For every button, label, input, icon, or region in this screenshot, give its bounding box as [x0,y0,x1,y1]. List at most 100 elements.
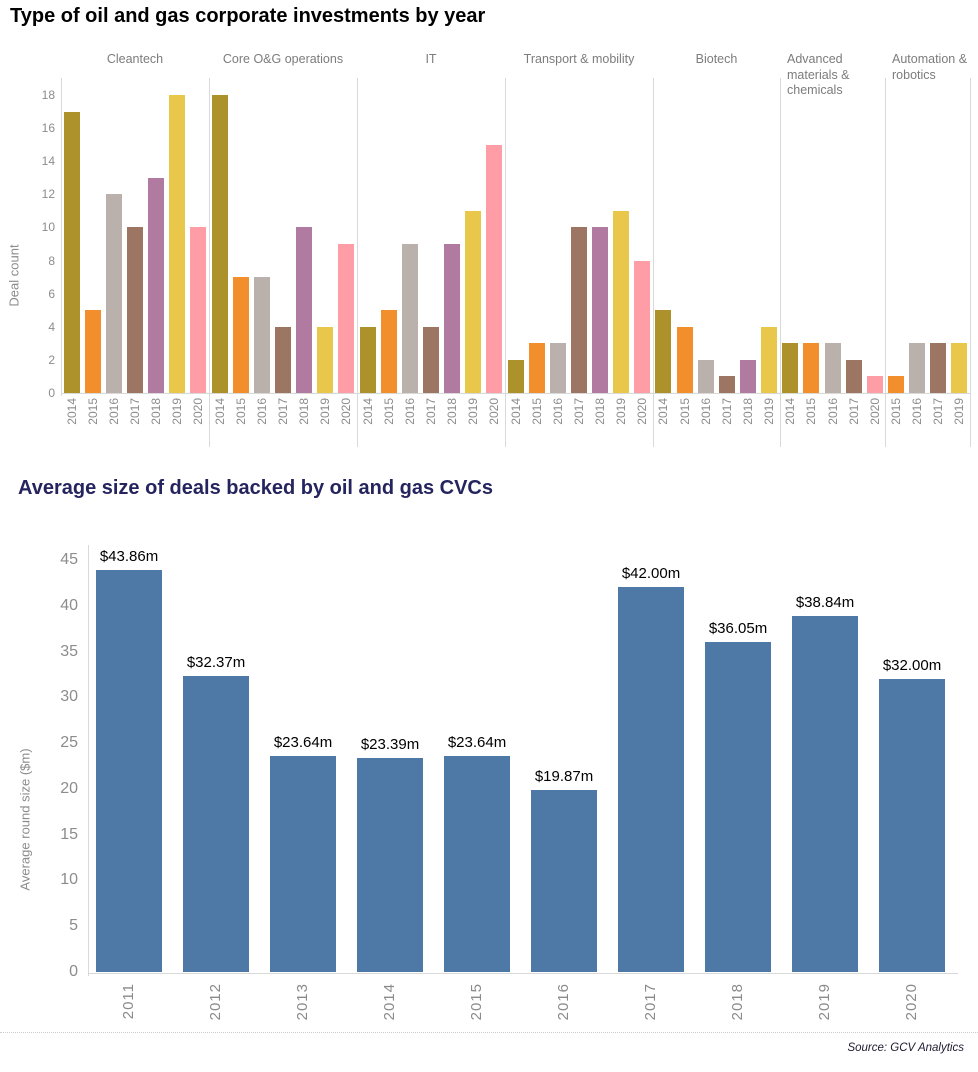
group-header: IT [425,52,437,66]
deal-count-bar [296,227,312,393]
avg-size-bar [444,756,510,972]
x-tick-label: 2019 [614,398,628,425]
avg-size-bar [879,679,945,972]
x-tick-label: 2016 [403,398,417,425]
chart2-title: Average size of deals backed by oil and … [18,477,493,499]
x-tick-label: 2016 [255,398,269,425]
chart1-plot: 18 16 14 12 10 8 6 4 2 0 Cleantech 2014 2015 2016 2017… [0,0,978,460]
y-tick-label: 10 [41,220,55,235]
y-tick-label: 5 [69,917,78,935]
x-tick-label: 2018 [593,398,607,425]
deal-count-bar [655,310,671,393]
y-tick-label: 8 [48,253,55,268]
x-tick-label: 2019 [466,398,480,425]
deal-count-bar [930,343,946,393]
deal-count-bar [782,343,798,393]
deal-count-bar [888,376,904,393]
x-tick-label: 2017 [276,398,290,425]
y-tick-label: 10 [60,871,78,889]
y-axis-line [61,78,62,396]
y-tick-label: 2 [48,352,55,367]
x-tick-label: 2015 [889,398,903,425]
avg-size-bar [357,758,423,972]
deal-count-bar [254,277,270,393]
x-tick-label: 2015 [678,398,692,425]
deal-count-bar [212,95,228,393]
deal-count-bar [127,227,143,393]
y-tick-label: 40 [60,596,78,614]
deal-count-bar [169,95,185,393]
deal-count-bar [825,343,841,393]
x-tick-label: 2018 [741,398,755,425]
deal-count-bar [486,145,502,393]
x-tick-label: 2020 [635,398,649,425]
y-tick-label: 0 [48,386,55,400]
x-tick-label: 2019 [952,398,966,425]
x-tick-label: 2017 [572,398,586,425]
deal-count-bar [64,112,80,393]
group-separator [653,78,654,447]
avg-size-bar [96,570,162,972]
deal-count-bar [698,360,714,393]
avg-size-bar [183,676,249,972]
deal-count-bar [360,327,376,393]
deal-count-bar [233,277,249,393]
y-tick-label: 14 [41,154,55,169]
bar-value-label: $42.00m [621,565,681,582]
deal-count-bar [740,360,756,393]
avg-size-bar [705,642,771,972]
y-tick-label: 30 [60,688,78,706]
y-axis-line [88,545,89,976]
x-tick-label: 2014 [213,398,227,425]
x-tick-label: 2015 [804,398,818,425]
x-tick-label: 2017 [847,398,861,425]
group-separator [209,78,210,447]
plot-right-border [970,78,971,447]
y-tick-label: 16 [41,121,55,136]
x-tick-label: 2015 [382,398,396,425]
deal-count-bar [613,211,629,393]
page-divider-line [0,1032,978,1033]
y-tick-label: 25 [60,734,78,752]
deal-count-bar [190,227,206,393]
x-tick-label: 2020 [191,398,205,425]
x-tick-label: 2017 [424,398,438,425]
bar-value-label: $38.84m [795,594,855,611]
x-tick-label: 2018 [297,398,311,425]
x-tick-label: 2014 [65,398,79,425]
deal-count-bar [444,244,460,393]
y-tick-label: 20 [60,779,78,797]
deal-count-bar [338,244,354,393]
deal-count-bar [719,376,735,393]
x-tick-label: 2016 [826,398,840,425]
avg-size-bar [531,790,597,972]
x-tick-label: 2015 [86,398,100,425]
deal-count-bar [592,227,608,393]
bar-value-label: $32.00m [882,657,942,674]
group-header: Advanced materials & chemicals [787,52,850,98]
bar-value-label: $19.87m [534,768,594,785]
x-tick-label: 2015 [530,398,544,425]
chart1-title: Type of oil and gas corporate investment… [10,5,486,27]
x-tick-label: 2018 [149,398,163,425]
x-tick-label: 2017 [720,398,734,425]
x-tick-label: 2017 [128,398,142,425]
y-tick-label: 45 [60,551,78,568]
deal-count-bar [85,310,101,393]
deal-count-bar [677,327,693,393]
avg-size-bar [792,616,858,972]
x-tick-label: 2014 [361,398,375,425]
deal-count-bar [550,343,566,393]
group-header: Cleantech [106,52,164,66]
x-tick-label: 2014 [509,398,523,425]
deal-count-bar [106,194,122,393]
x-tick-label: 2020 [868,398,882,425]
group-separator [505,78,506,447]
deal-count-bar [867,376,883,393]
x-tick-label: 2016 [699,398,713,425]
bar-value-label: $23.64m [273,734,333,751]
deal-count-bar [381,310,397,393]
deal-count-bar [423,327,439,393]
y-tick-label: 12 [41,187,55,202]
group-separator [780,78,781,447]
